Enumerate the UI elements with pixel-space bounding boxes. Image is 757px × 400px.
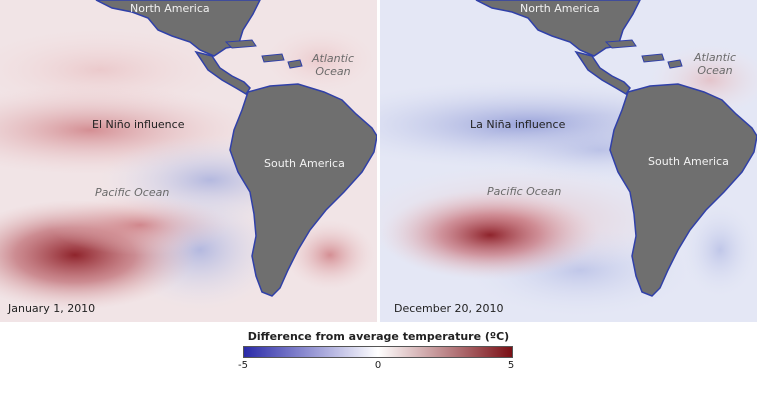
central-america-landmass — [194, 50, 251, 96]
color-legend: Difference from average temperature (ºC)… — [0, 322, 757, 400]
date-label: January 1, 2010 — [8, 302, 96, 315]
atlantic-word: Atlantic — [693, 51, 737, 64]
caribbean-island — [224, 39, 257, 49]
south-america-label: South America — [648, 155, 729, 168]
caribbean-island — [287, 59, 303, 69]
legend-tick-zero: 0 — [374, 360, 382, 371]
ocean-word: Ocean — [697, 64, 733, 77]
caribbean-island — [641, 53, 665, 63]
influence-label: La Niña influence — [470, 118, 566, 131]
central-america-landmass — [574, 50, 631, 96]
south-america-label: South America — [264, 157, 345, 170]
atlantic-ocean-label: Atlantic Ocean — [690, 51, 740, 77]
north-america-label: North America — [130, 2, 210, 15]
la-nina-map — [380, 0, 757, 322]
map-panel-la-nina: North America Atlantic Ocean La Niña inf… — [380, 0, 757, 322]
sst-comparison-maps: North America Atlantic Ocean El Niño inf… — [0, 0, 757, 322]
legend-title: Difference from average temperature (ºC) — [247, 330, 510, 343]
ocean-word: Ocean — [315, 65, 351, 78]
influence-label: El Niño influence — [92, 118, 185, 131]
north-america-landmass — [475, 0, 641, 57]
caribbean-island — [667, 59, 683, 69]
atlantic-ocean-label: Atlantic Ocean — [308, 52, 358, 78]
legend-tick-max: 5 — [507, 360, 515, 371]
pacific-ocean-label: Pacific Ocean — [95, 186, 170, 199]
south-america-landmass — [229, 83, 377, 297]
legend-tick-min: -5 — [238, 360, 248, 371]
atlantic-word: Atlantic — [311, 52, 355, 65]
caribbean-island — [604, 39, 637, 49]
south-america-landmass — [609, 83, 757, 297]
pacific-ocean-label: Pacific Ocean — [487, 185, 562, 198]
el-nino-map — [0, 0, 377, 322]
colorbar — [243, 346, 513, 358]
north-america-label: North America — [520, 2, 600, 15]
map-panel-el-nino: North America Atlantic Ocean El Niño inf… — [0, 0, 377, 322]
caribbean-island — [261, 53, 285, 63]
north-america-landmass — [95, 0, 261, 57]
date-label: December 20, 2010 — [394, 302, 504, 315]
